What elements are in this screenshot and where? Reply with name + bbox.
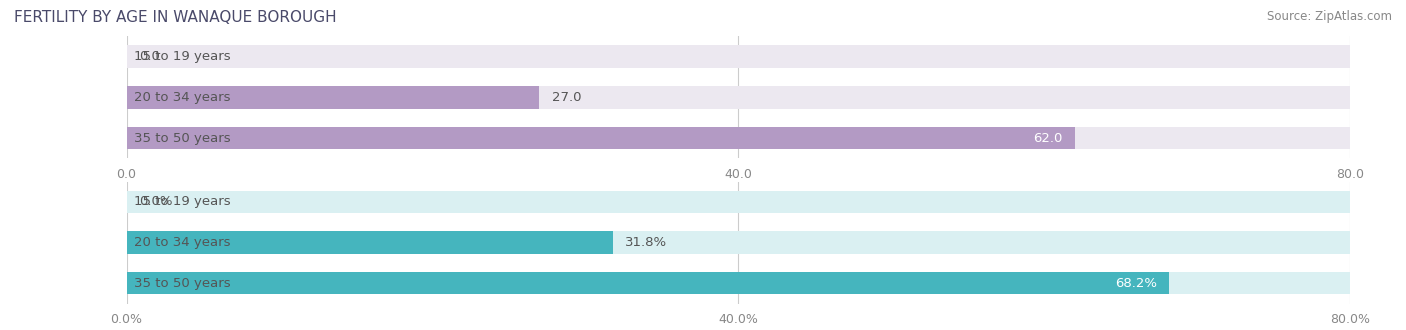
Bar: [127, 231, 613, 254]
Text: 35 to 50 years: 35 to 50 years: [134, 132, 231, 145]
Text: 15 to 19 years: 15 to 19 years: [134, 50, 231, 63]
Text: 20 to 34 years: 20 to 34 years: [134, 236, 231, 249]
Text: 20 to 34 years: 20 to 34 years: [134, 91, 231, 104]
Bar: [127, 127, 1074, 149]
Text: 0.0: 0.0: [139, 50, 160, 63]
Bar: [127, 46, 1350, 68]
Bar: [127, 272, 1170, 294]
Bar: [127, 86, 1350, 109]
Bar: [127, 86, 540, 109]
Text: Source: ZipAtlas.com: Source: ZipAtlas.com: [1267, 10, 1392, 23]
Bar: [127, 127, 1350, 149]
Text: 62.0: 62.0: [1033, 132, 1063, 145]
Bar: [127, 272, 1350, 294]
Text: 35 to 50 years: 35 to 50 years: [134, 277, 231, 290]
Bar: [127, 191, 1350, 213]
Text: 68.2%: 68.2%: [1115, 277, 1157, 290]
Text: 27.0: 27.0: [551, 91, 581, 104]
Text: 0.0%: 0.0%: [139, 195, 173, 208]
Text: FERTILITY BY AGE IN WANAQUE BOROUGH: FERTILITY BY AGE IN WANAQUE BOROUGH: [14, 10, 336, 25]
Text: 31.8%: 31.8%: [626, 236, 666, 249]
Text: 15 to 19 years: 15 to 19 years: [134, 195, 231, 208]
Bar: [127, 231, 1350, 254]
